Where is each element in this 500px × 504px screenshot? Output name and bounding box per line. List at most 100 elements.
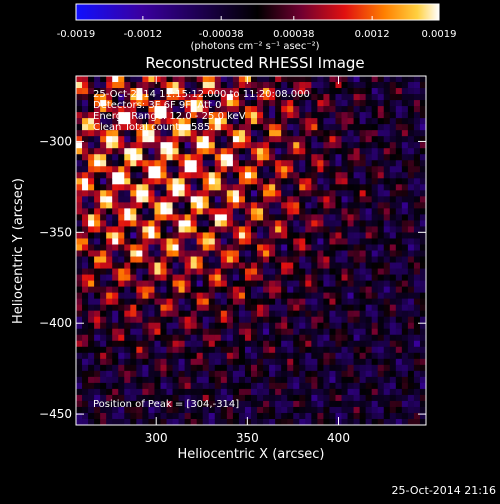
heatmap-cell bbox=[88, 274, 95, 281]
heatmap-cell bbox=[281, 106, 288, 113]
heatmap-cell bbox=[124, 346, 131, 354]
heatmap-cell bbox=[214, 256, 222, 263]
heatmap-cell bbox=[275, 250, 282, 257]
heatmap-cell bbox=[166, 118, 173, 125]
heatmap-cell bbox=[196, 388, 204, 396]
heatmap-cell bbox=[293, 184, 300, 191]
heatmap-cell bbox=[226, 160, 234, 167]
heatmap-cell bbox=[238, 412, 246, 420]
heatmap-cell bbox=[419, 328, 427, 336]
heatmap-cell bbox=[148, 352, 155, 360]
heatmap-cell bbox=[281, 208, 288, 215]
heatmap-cell bbox=[251, 232, 258, 239]
heatmap-cell bbox=[202, 262, 210, 269]
heatmap-cell bbox=[377, 304, 385, 312]
heatmap-cell bbox=[154, 358, 161, 366]
heatmap-cell bbox=[365, 178, 373, 185]
heatmap-cell bbox=[311, 370, 318, 378]
heatmap-cell bbox=[130, 256, 137, 263]
heatmap-cell bbox=[257, 232, 264, 239]
heatmap-cell bbox=[166, 280, 173, 288]
heatmap-cell bbox=[208, 340, 216, 348]
heatmap-cell bbox=[341, 118, 348, 125]
heatmap-cell bbox=[305, 124, 312, 131]
heatmap-cell bbox=[142, 298, 149, 306]
heatmap-cell bbox=[389, 382, 397, 390]
heatmap-cell bbox=[106, 106, 113, 113]
heatmap-cell bbox=[323, 166, 330, 173]
heatmap-cell bbox=[220, 214, 228, 221]
heatmap-cell bbox=[281, 214, 288, 221]
colorbar-gradient bbox=[75, 3, 440, 21]
heatmap-cell bbox=[269, 88, 276, 95]
heatmap-cell bbox=[154, 154, 161, 161]
axis-ticks: 300 350 400−300−350−400−450 bbox=[39, 76, 426, 445]
heatmap-cell bbox=[160, 232, 167, 239]
heatmap-cell bbox=[251, 268, 258, 275]
heatmap-cell bbox=[238, 232, 246, 239]
heatmap-cell bbox=[136, 196, 143, 203]
heatmap-cell bbox=[244, 124, 252, 131]
heatmap-cell bbox=[244, 394, 252, 402]
heatmap-cell bbox=[257, 82, 264, 89]
heatmap-cell bbox=[251, 262, 258, 269]
heatmap-cell bbox=[281, 268, 288, 275]
heatmap-cell bbox=[244, 220, 252, 227]
heatmap-cell bbox=[244, 316, 252, 324]
heatmap-cell bbox=[365, 250, 373, 257]
heatmap-cell bbox=[88, 124, 95, 131]
heatmap-cell bbox=[317, 334, 324, 342]
heatmap-cell bbox=[323, 106, 330, 113]
heatmap-cell bbox=[263, 370, 270, 378]
heatmap-cell bbox=[160, 202, 167, 209]
heatmap-cell bbox=[413, 160, 421, 167]
heatmap-cell bbox=[317, 340, 324, 348]
heatmap-cell bbox=[112, 394, 119, 402]
heatmap-cell bbox=[383, 142, 391, 149]
heatmap-cell bbox=[142, 406, 149, 414]
heatmap-cell bbox=[178, 400, 186, 408]
heatmap-cell bbox=[118, 382, 125, 390]
heatmap-cell bbox=[214, 286, 222, 294]
heatmap-cell bbox=[251, 370, 258, 378]
heatmap-cell bbox=[371, 364, 379, 372]
heatmap-cell bbox=[329, 184, 336, 191]
heatmap-cell bbox=[154, 406, 161, 414]
heatmap-cell bbox=[238, 262, 246, 269]
heatmap-cell bbox=[142, 226, 149, 233]
heatmap-cell bbox=[76, 286, 83, 294]
heatmap-cell bbox=[341, 88, 348, 95]
heatmap-cell bbox=[329, 106, 336, 113]
heatmap-cell bbox=[172, 250, 179, 257]
heatmap-cell bbox=[124, 220, 131, 227]
heatmap-cell bbox=[377, 124, 385, 131]
heatmap-cell bbox=[238, 106, 246, 113]
heatmap-cell bbox=[226, 418, 234, 426]
heatmap-cell bbox=[365, 322, 373, 330]
heatmap-cell bbox=[419, 340, 427, 348]
heatmap-cell bbox=[184, 202, 192, 209]
heatmap-cell bbox=[371, 118, 379, 125]
heatmap-cell bbox=[395, 298, 403, 306]
heatmap-cell bbox=[251, 376, 258, 384]
heatmap-cell bbox=[317, 166, 324, 173]
heatmap-cell bbox=[263, 400, 270, 408]
heatmap-cell bbox=[76, 334, 83, 342]
heatmap-cell bbox=[190, 226, 198, 233]
heatmap-cell bbox=[419, 76, 427, 83]
heatmap-cell bbox=[287, 364, 294, 372]
heatmap-cell bbox=[335, 178, 342, 185]
heatmap-cell bbox=[172, 376, 179, 384]
heatmap-cell bbox=[269, 280, 276, 288]
heatmap-cell bbox=[269, 370, 276, 378]
heatmap-cell bbox=[112, 142, 119, 149]
heatmap-cell bbox=[112, 124, 119, 131]
heatmap-cell bbox=[257, 100, 264, 107]
heatmap-cell bbox=[407, 274, 415, 281]
heatmap-cell bbox=[413, 370, 421, 378]
heatmap-cell bbox=[407, 370, 415, 378]
heatmap-cell bbox=[293, 340, 300, 348]
heatmap-cell bbox=[220, 88, 228, 95]
heatmap-cell bbox=[196, 412, 204, 420]
heatmap-cell bbox=[76, 124, 83, 131]
